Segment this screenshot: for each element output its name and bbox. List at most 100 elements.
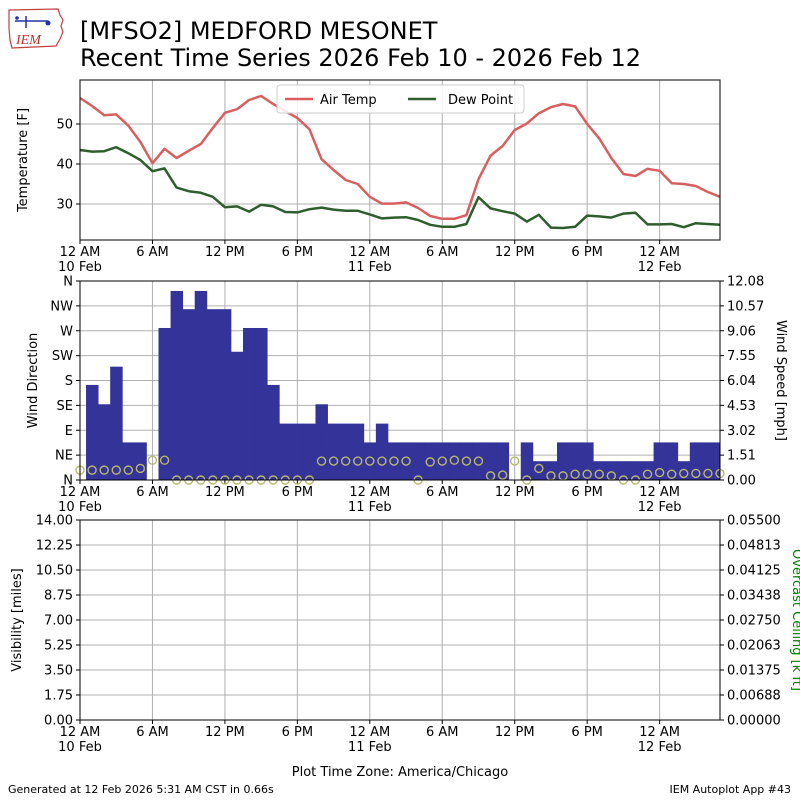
wind-direction-bar <box>436 442 449 480</box>
wind-direction-bar <box>182 309 196 480</box>
wind-direction-bar <box>629 461 642 480</box>
wind-speed-marker <box>534 463 544 474</box>
wind-speed-marker <box>654 467 665 478</box>
wind-direction-bar <box>339 423 353 480</box>
wind-speed-marker <box>497 470 508 480</box>
y-tick-label: 5.25 <box>44 639 73 654</box>
wind-direction-bar <box>122 442 147 480</box>
wind-speed-marker <box>401 456 411 466</box>
wind-speed-marker <box>123 465 134 475</box>
wind-speed-marker <box>642 469 653 479</box>
wind-direction-bar <box>363 442 377 480</box>
x-tick-label: 6 PM <box>571 485 602 500</box>
wind-direction-bar <box>243 327 256 480</box>
x-tick-label: 6 AM <box>136 485 169 500</box>
y-axis-label-wind-direction: Wind Direction <box>26 333 41 429</box>
wind-direction-bar <box>327 423 341 480</box>
wind-speed-marker <box>691 468 701 479</box>
wind-speed-marker <box>449 455 460 465</box>
wind-speed-marker <box>328 456 339 466</box>
x-tick-label: 12 PM <box>495 725 535 740</box>
chart-title-line-2: Recent Time Series 2026 Feb 10 - 2026 Fe… <box>80 44 642 72</box>
wind-speed-marker <box>389 456 399 466</box>
wind-direction-bar <box>267 384 280 480</box>
y2-tick-label: 0.00688 <box>727 689 781 704</box>
chart-title-line-1: [MFSO2] MEDFORD MESONET <box>80 17 438 45</box>
wind-direction-bar <box>98 404 111 480</box>
x-tick-label-date: 10 Feb <box>58 740 102 755</box>
logo-text: IEM <box>15 33 42 48</box>
y-tick-label: S <box>65 374 73 389</box>
x-tick-label: 12 AM <box>60 725 101 740</box>
wind-speed-marker <box>437 456 447 466</box>
x-tick-label-date: 11 Feb <box>348 260 392 275</box>
x-tick-label: 12 AM <box>639 245 680 260</box>
x-tick-label: 12 AM <box>60 485 101 500</box>
footer-app-text: IEM Autoplot App #43 <box>669 783 792 796</box>
wind-speed-marker <box>147 455 158 465</box>
y-axis-label-temperature: Temperature [F] <box>16 108 31 213</box>
x-tick-label: 12 AM <box>349 725 390 740</box>
wind-direction-bar <box>424 442 437 480</box>
y-tick-label: N <box>63 474 73 489</box>
logo-station-icon-2 <box>15 16 19 20</box>
wind-direction-bar <box>110 366 123 480</box>
y-tick-label: 0.00 <box>44 714 73 729</box>
y-tick-label: 12.25 <box>36 539 73 554</box>
wind-speed-marker <box>353 456 363 466</box>
y2-tick-label: 0.02750 <box>727 614 781 629</box>
x-tick-label-date: 12 Feb <box>638 740 682 755</box>
wind-direction-bar <box>472 442 485 480</box>
wind-direction-bar <box>496 442 510 480</box>
wind-speed-marker <box>87 465 97 475</box>
wind-speed-marker <box>461 456 472 466</box>
wind-direction-bar <box>520 442 534 480</box>
y-tick-label: 14.00 <box>36 514 73 529</box>
wind-direction-bar <box>218 309 232 480</box>
y-tick-label: 10.50 <box>36 564 73 579</box>
x-tick-label: 12 AM <box>349 485 390 500</box>
y2-tick-label: 12.08 <box>727 275 764 290</box>
iem-logo: IEM <box>8 8 64 49</box>
wind-direction-bar <box>448 442 461 480</box>
wind-direction-bar <box>86 384 99 480</box>
y2-tick-label: 4.53 <box>727 399 756 414</box>
y2-tick-label: 0.00 <box>727 474 756 489</box>
wind-speed-marker <box>99 465 109 475</box>
wind-speed-marker <box>365 456 375 466</box>
wind-direction-bar <box>375 423 389 480</box>
wind-speed-marker <box>582 469 592 479</box>
x-tick-label: 6 PM <box>282 725 313 740</box>
legend-box <box>276 84 525 114</box>
footer-generated-text: Generated at 12 Feb 2026 5:31 AM CST in … <box>8 783 274 796</box>
y2-tick-label: 0.00000 <box>727 714 781 729</box>
x-tick-label: 6 PM <box>571 245 602 260</box>
y2-tick-label: 0.01375 <box>727 664 781 679</box>
wind-direction-bar <box>556 442 570 480</box>
y-tick-label: 3.50 <box>44 664 73 679</box>
x-tick-label: 12 PM <box>495 485 535 500</box>
x-tick-label: 12 AM <box>639 485 680 500</box>
y2-axis-label-ceiling: Overcast Ceiling [k ft] <box>789 549 800 691</box>
wind-direction-bar <box>412 442 425 480</box>
wind-speed-marker <box>473 456 484 466</box>
legend: Air Temp Dew Point <box>276 84 525 114</box>
wind-direction-bar <box>279 423 292 480</box>
wind-direction-bar <box>291 423 304 480</box>
legend-label: Air Temp <box>320 93 377 108</box>
y2-tick-label: 0.03438 <box>727 589 781 604</box>
wind-speed-marker <box>340 456 351 466</box>
x-tick-label: 12 PM <box>495 245 535 260</box>
y2-axis-label-wind-speed: Wind Speed [mph] <box>773 320 788 441</box>
wind-speed-marker <box>377 456 387 466</box>
wind-speed-marker <box>703 468 713 479</box>
x-tick-label-date: 12 Feb <box>638 260 682 275</box>
y2-tick-label: 9.06 <box>727 324 756 339</box>
y2-tick-label: 0.05500 <box>727 514 781 529</box>
y2-tick-label: 0.04813 <box>727 539 781 554</box>
wind-speed-marker <box>159 455 170 465</box>
y-tick-label: NE <box>55 449 73 464</box>
wind-speed-marker <box>666 469 677 479</box>
